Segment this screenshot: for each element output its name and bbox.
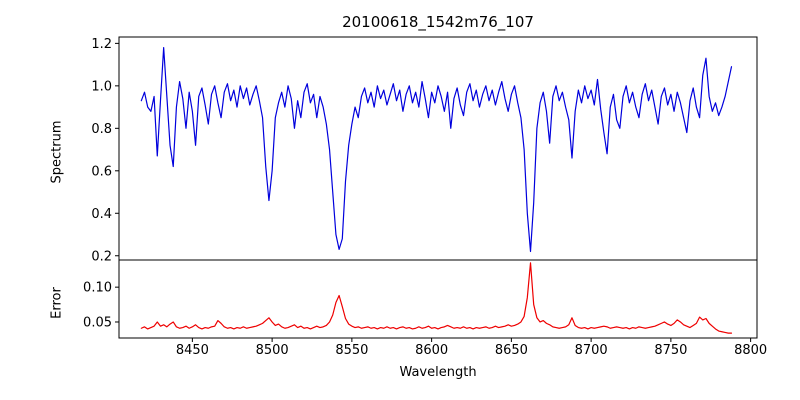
error-y-tick-label: 0.10 xyxy=(83,281,112,296)
spectrum-axis-label: Spectrum xyxy=(49,120,65,184)
x-tick-label: 8450 xyxy=(176,343,209,358)
spectrum-y-tick-label: 0.6 xyxy=(91,164,112,179)
x-tick-label: 8650 xyxy=(495,343,528,358)
x-tick-label: 8600 xyxy=(415,343,448,358)
error-line xyxy=(140,262,733,334)
error-axis-label: Error xyxy=(49,287,65,319)
x-tick-label: 8750 xyxy=(654,343,687,358)
spectrum-y-tick-label: 0.8 xyxy=(91,122,112,137)
spectrum-y-tick-label: 0.4 xyxy=(91,207,112,222)
chart-title: 20100618_1542m76_107 xyxy=(342,13,534,31)
wavelength-axis-label: Wavelength xyxy=(399,365,477,380)
x-tick-label: 8800 xyxy=(734,343,767,358)
x-tick-label: 8550 xyxy=(335,343,368,358)
spectrum-y-tick-label: 0.2 xyxy=(91,249,112,264)
spectrum-line xyxy=(140,47,733,253)
error-y-tick-label: 0.05 xyxy=(83,315,112,330)
spectrum-y-tick-label: 1.0 xyxy=(91,79,112,94)
error-panel-border xyxy=(118,259,758,339)
spectrum-y-tick-label: 1.2 xyxy=(91,37,112,52)
x-tick-label: 8500 xyxy=(256,343,289,358)
x-tick-label: 8700 xyxy=(575,343,608,358)
